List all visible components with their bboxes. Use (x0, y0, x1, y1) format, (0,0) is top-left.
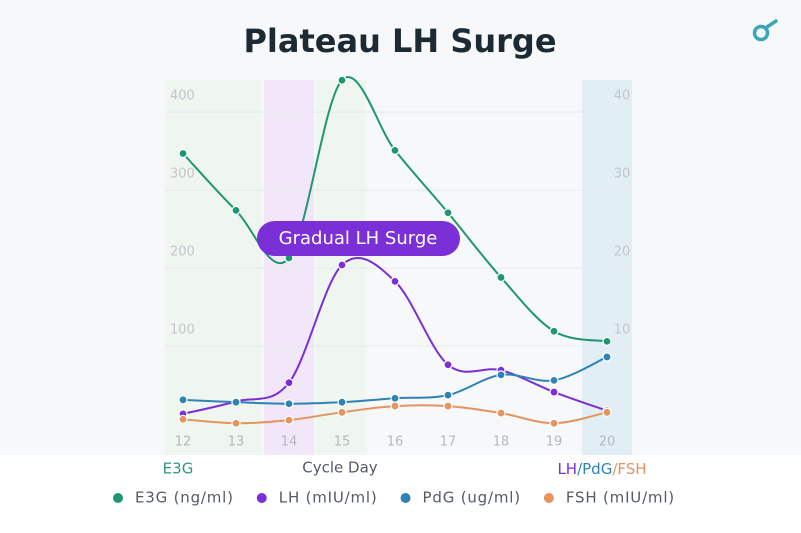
data-point (390, 401, 400, 411)
legend-label: LH (mIU/ml) (279, 489, 378, 507)
data-point (443, 390, 453, 400)
annotation-text: Gradual LH Surge (279, 228, 438, 249)
annotation: Gradual LH Surge (257, 221, 460, 256)
y-tick-label: 400 (170, 89, 195, 104)
data-point (390, 145, 400, 155)
data-point (496, 272, 506, 283)
data-point (443, 401, 453, 411)
x-tick-label: 16 (387, 435, 404, 450)
legend-label: PdG (ug/ml) (423, 489, 521, 507)
y-tick-label: 100 (170, 323, 195, 338)
y2-axis-label-part: /FSH (612, 460, 646, 478)
data-point (390, 393, 400, 403)
data-point (337, 75, 347, 85)
data-point (337, 260, 347, 270)
data-point (390, 276, 400, 286)
phase-band (582, 80, 632, 455)
data-point (443, 360, 453, 370)
y-tick-label: 300 (170, 167, 195, 182)
legend-label: E3G (ng/ml) (135, 489, 234, 507)
data-point (337, 397, 347, 407)
chart-title: Plateau LH Surge (243, 22, 556, 60)
data-point (178, 395, 188, 405)
legend: E3G (ng/ml) LH (mIU/ml) PdG (ug/ml) FSH (mI… (113, 489, 675, 507)
y2-axis-label: LH/PdG/FSH (557, 460, 646, 478)
legend-marker (543, 493, 554, 503)
y2-axis-label-part: LH (557, 460, 577, 478)
data-point (549, 418, 559, 428)
x-tick-label: 15 (334, 435, 351, 450)
data-point (178, 414, 188, 424)
data-point (231, 205, 241, 216)
y2-axis-label-part: /PdG (577, 460, 612, 478)
data-point (602, 352, 612, 362)
data-point (549, 375, 559, 385)
x-tick-label: 19 (546, 435, 563, 450)
data-point (284, 415, 294, 425)
data-point (549, 326, 559, 336)
x-tick-label: 13 (228, 435, 245, 450)
x-tick-label: 20 (599, 435, 616, 450)
y2-tick-label: 40 (614, 89, 631, 104)
data-point (178, 148, 188, 159)
y2-tick-label: 10 (614, 323, 631, 338)
logo (752, 19, 778, 42)
phase-band (264, 80, 314, 455)
legend-marker (256, 493, 267, 503)
x-tick-label: 17 (440, 435, 457, 450)
x-tick-label: 12 (175, 435, 192, 450)
data-point (602, 336, 612, 346)
data-point (284, 378, 294, 388)
data-point (231, 397, 241, 407)
x-tick-label: 18 (493, 435, 510, 450)
data-point (496, 370, 506, 380)
y-axis-label: E3G (163, 460, 194, 478)
y-tick-label: 200 (170, 245, 195, 260)
data-point (231, 418, 241, 428)
legend-marker (113, 493, 123, 503)
annotation-box (257, 221, 460, 256)
legend-label: FSH (mIU/ml) (566, 489, 675, 507)
legend-marker (400, 493, 411, 503)
x-tick-label: 14 (281, 435, 298, 450)
data-point (337, 407, 347, 417)
phase-band (165, 80, 262, 455)
x-axis-label: Cycle Day (302, 459, 378, 477)
data-point (496, 408, 506, 418)
data-point (549, 387, 559, 397)
data-point (443, 208, 453, 218)
y2-tick-label: 20 (614, 245, 631, 260)
data-point (284, 399, 294, 409)
data-point (602, 407, 612, 417)
y2-tick-label: 30 (614, 167, 631, 182)
